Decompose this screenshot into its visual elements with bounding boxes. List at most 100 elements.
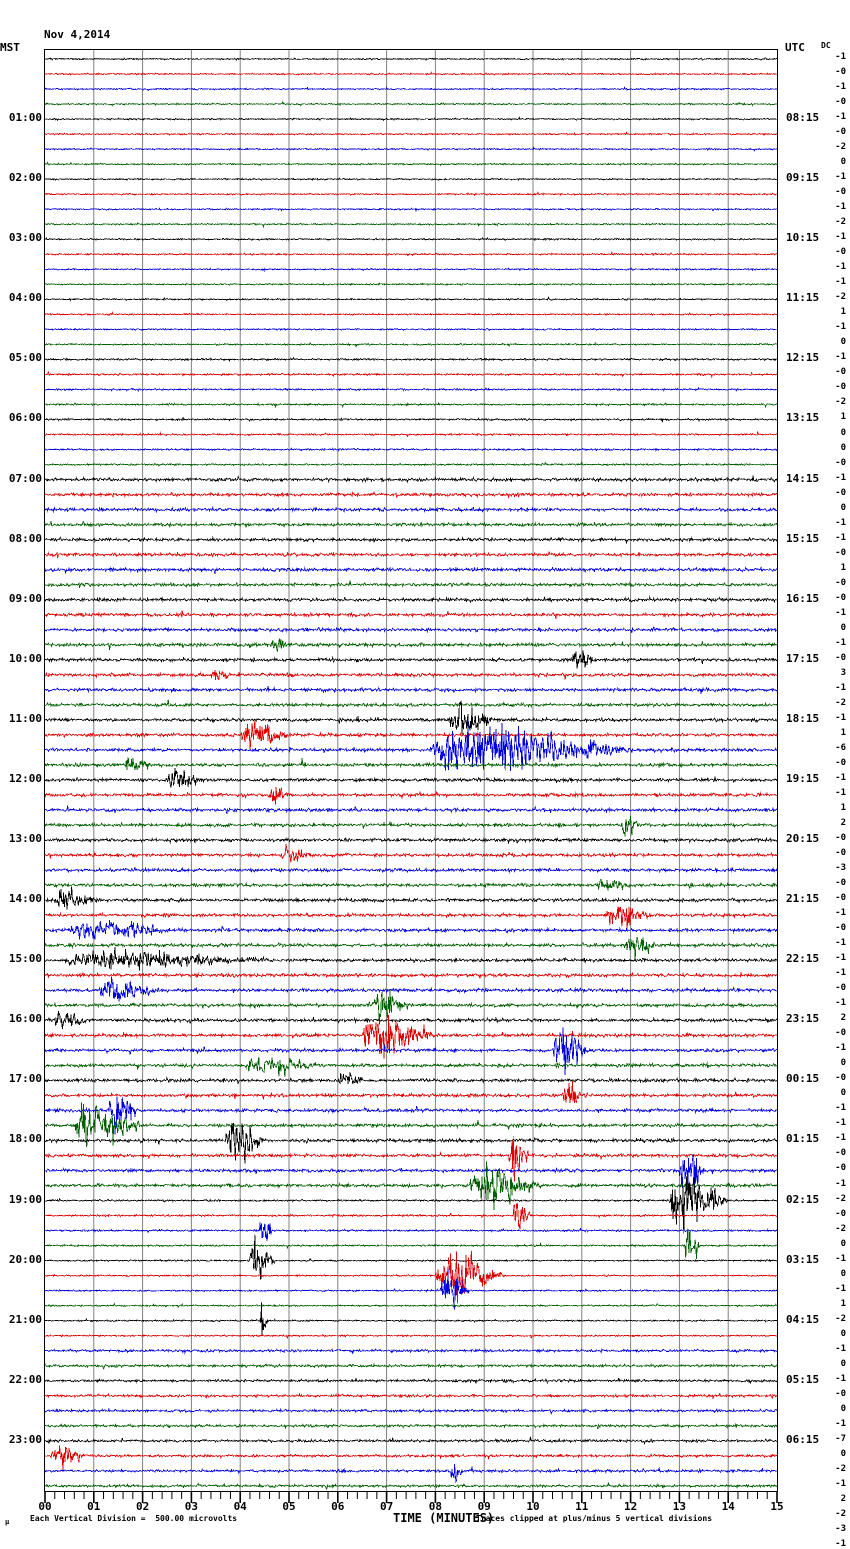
dc-value-26: 0 (840, 442, 846, 453)
trace-line (45, 757, 777, 771)
utc-tick-1: 09:15 (786, 171, 820, 185)
dc-value-79: 0 (840, 1238, 846, 1249)
trace-line (45, 1234, 777, 1281)
trace-line (45, 371, 777, 379)
dc-value-13: -0 (835, 247, 846, 258)
trace-line (45, 971, 777, 979)
trace-line (45, 878, 777, 891)
dc-value-77: -0 (835, 1208, 846, 1219)
x-tick-label-14: 14 (721, 1500, 735, 1513)
mst-tick-column: 01:00 02:00 03:00 04:00 05:00 06:00 07:00 08:00… (0, 49, 46, 1492)
dc-value-69: 0 (840, 1088, 846, 1099)
trace-line (45, 1027, 777, 1076)
dc-value-11: -2 (835, 217, 846, 228)
dc-value-31: -1 (835, 517, 846, 528)
trace-line (45, 1347, 777, 1355)
dc-value-97: -2 (835, 1508, 846, 1519)
dc-value-5: -0 (835, 127, 846, 138)
utc-tick-20: 04:15 (786, 1312, 820, 1326)
x-tick-label-15: 15 (770, 1500, 784, 1513)
dc-value-51: 2 (840, 818, 846, 829)
trace-line (45, 85, 777, 91)
trace-line (45, 1176, 777, 1234)
mst-tick-9: 10:00 (8, 651, 42, 665)
dc-value-38: 0 (840, 622, 846, 633)
dc-value-68: -0 (835, 1073, 846, 1084)
x-tick-label-05: 05 (282, 1500, 296, 1513)
dc-value-3: -0 (835, 97, 846, 108)
trace-line (45, 1436, 777, 1445)
trace-line (45, 1102, 777, 1147)
dc-value-21: -0 (835, 367, 846, 378)
trace-line (45, 1122, 777, 1164)
trace-line (45, 720, 777, 751)
utc-tick-3: 11:15 (786, 291, 820, 305)
x-tick-label-12: 12 (623, 1500, 638, 1513)
dc-value-27: -0 (835, 457, 846, 468)
trace-line (45, 1302, 777, 1336)
dc-value-47: -0 (835, 757, 846, 768)
dc-value-2: -1 (835, 82, 846, 93)
x-tick-label-00: 00 (38, 1500, 52, 1513)
dc-value-40: -0 (835, 652, 846, 663)
utc-tick-0: 08:15 (786, 111, 820, 125)
utc-tick-10: 18:15 (786, 711, 820, 725)
dc-value-99: -1 (835, 1538, 846, 1549)
trace-line (45, 1377, 777, 1385)
mst-tick-5: 06:00 (8, 411, 42, 425)
trace-line (45, 768, 777, 788)
trace-line (45, 1228, 777, 1260)
dc-value-49: -1 (835, 787, 846, 798)
dc-value-36: -0 (835, 592, 846, 603)
dc-value-25: 0 (840, 427, 846, 438)
dc-value-87: 0 (840, 1358, 846, 1369)
mst-tick-11: 12:00 (8, 771, 42, 785)
trace-line (45, 311, 777, 317)
trace-line (45, 236, 777, 241)
trace-line (45, 490, 777, 499)
x-tick-label-11: 11 (575, 1500, 589, 1513)
utc-tick-4: 12:15 (786, 351, 820, 365)
trace-line (45, 131, 777, 137)
trace-line (45, 625, 777, 634)
dc-value-10: -1 (835, 202, 846, 213)
dc-value-84: -2 (835, 1313, 846, 1324)
dc-value-37: -1 (835, 607, 846, 618)
trace-group (45, 57, 777, 1491)
mst-tick-22: 23:00 (8, 1432, 42, 1446)
dc-value-94: -2 (835, 1463, 846, 1474)
utc-tick-9: 17:15 (786, 651, 820, 665)
dc-value-55: -0 (835, 878, 846, 889)
helicorder-plot[interactable] (44, 49, 778, 1492)
dc-value-54: -3 (835, 863, 846, 874)
utc-tick-6: 14:15 (786, 471, 820, 485)
x-tick-label-06: 06 (331, 1500, 345, 1513)
dc-value-19: 0 (840, 337, 846, 348)
dc-value-1: -0 (835, 67, 846, 78)
trace-line (45, 475, 777, 484)
trace-line (45, 580, 777, 589)
trace-line (45, 1202, 777, 1230)
trace-line (45, 191, 777, 197)
dc-value-64: 2 (840, 1013, 846, 1024)
mst-tick-6: 07:00 (8, 471, 42, 485)
dc-value-93: 0 (840, 1448, 846, 1459)
dc-value-35: -0 (835, 577, 846, 588)
trace-line (45, 670, 777, 681)
dc-value-22: -0 (835, 382, 846, 393)
trace-line (45, 535, 777, 544)
trace-line (45, 356, 777, 363)
trace-line (45, 100, 777, 107)
dc-value-65: -0 (835, 1028, 846, 1039)
dc-value-34: 1 (840, 562, 846, 573)
dc-value-58: -0 (835, 923, 846, 934)
dc-value-28: -1 (835, 472, 846, 483)
dc-value-83: 1 (840, 1298, 846, 1309)
utc-tick-21: 05:15 (786, 1372, 820, 1386)
x-tick-label-03: 03 (184, 1500, 199, 1513)
right-axis-label: UTC (785, 41, 805, 54)
dc-value-89: -0 (835, 1388, 846, 1399)
utc-tick-12: 20:15 (786, 832, 820, 846)
trace-line (45, 416, 777, 423)
trace-line (45, 565, 777, 575)
